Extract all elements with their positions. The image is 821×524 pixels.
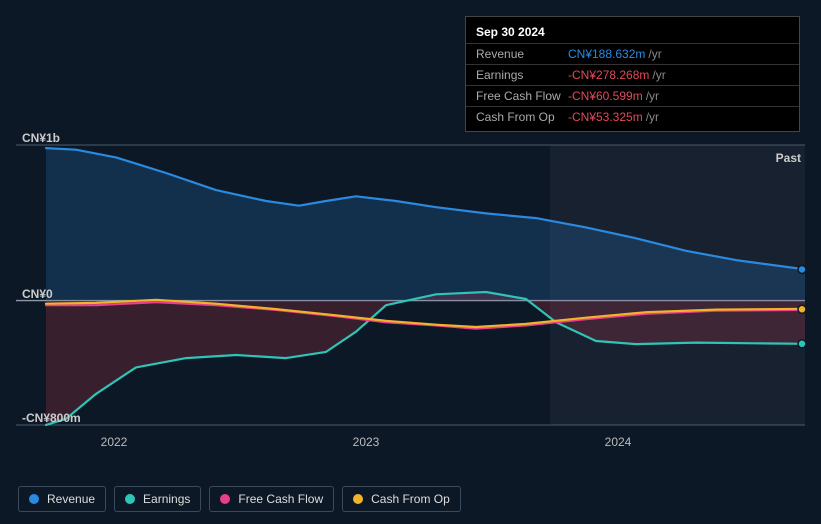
- legend-label: Free Cash Flow: [238, 492, 323, 506]
- tooltip-row: Free Cash Flow-CN¥60.599m/yr: [466, 85, 799, 106]
- legend-label: Earnings: [143, 492, 190, 506]
- tooltip-row-label: Revenue: [476, 47, 568, 61]
- tooltip-row-suffix: /yr: [652, 68, 665, 82]
- tooltip-row-suffix: /yr: [646, 110, 659, 124]
- tooltip-row-label: Free Cash Flow: [476, 89, 568, 103]
- x-axis-label: 2024: [605, 435, 632, 449]
- tooltip-row-label: Cash From Op: [476, 110, 568, 124]
- y-axis-label: -CN¥800m: [22, 411, 81, 425]
- past-label: Past: [776, 151, 801, 165]
- y-axis-label: CN¥1b: [22, 131, 60, 145]
- tooltip-row-value: -CN¥53.325m: [568, 110, 643, 124]
- chart-legend: Revenue Earnings Free Cash Flow Cash From O…: [18, 486, 461, 512]
- tooltip-row-label: Earnings: [476, 68, 568, 82]
- x-axis-label: 2022: [101, 435, 128, 449]
- legend-dot-icon: [29, 494, 39, 504]
- tooltip-row-suffix: /yr: [648, 47, 661, 61]
- financials-chart: CN¥1b CN¥0 -CN¥800m 2022 2023 2024 Past: [16, 125, 805, 465]
- legend-item-cash-from-op[interactable]: Cash From Op: [342, 486, 461, 512]
- tooltip-row-suffix: /yr: [646, 89, 659, 103]
- tooltip-row-value: -CN¥60.599m: [568, 89, 643, 103]
- y-axis-label: CN¥0: [22, 287, 53, 301]
- legend-dot-icon: [125, 494, 135, 504]
- legend-dot-icon: [353, 494, 363, 504]
- legend-dot-icon: [220, 494, 230, 504]
- tooltip-row: Cash From Op-CN¥53.325m/yr: [466, 106, 799, 127]
- legend-item-revenue[interactable]: Revenue: [18, 486, 106, 512]
- legend-label: Revenue: [47, 492, 95, 506]
- legend-item-free-cash-flow[interactable]: Free Cash Flow: [209, 486, 334, 512]
- data-tooltip: Sep 30 2024 RevenueCN¥188.632m/yrEarning…: [465, 16, 800, 132]
- tooltip-row: RevenueCN¥188.632m/yr: [466, 43, 799, 64]
- tooltip-date: Sep 30 2024: [466, 21, 799, 43]
- legend-item-earnings[interactable]: Earnings: [114, 486, 201, 512]
- tooltip-row: Earnings-CN¥278.268m/yr: [466, 64, 799, 85]
- legend-label: Cash From Op: [371, 492, 450, 506]
- tooltip-row-value: -CN¥278.268m: [568, 68, 649, 82]
- chart-svg: [16, 125, 805, 425]
- x-axis-label: 2023: [353, 435, 380, 449]
- tooltip-row-value: CN¥188.632m: [568, 47, 645, 61]
